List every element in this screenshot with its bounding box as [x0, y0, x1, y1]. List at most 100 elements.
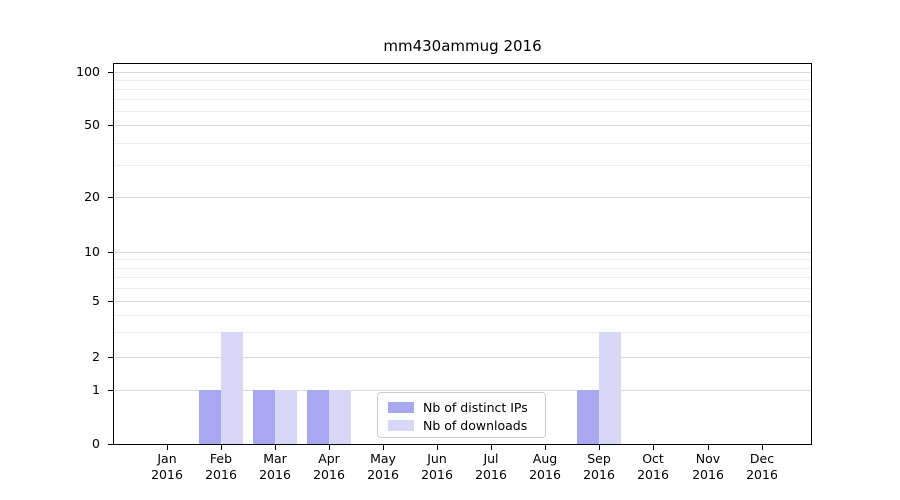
- x-tick-label: Nov 2016: [673, 451, 743, 483]
- y-tick-mark: [108, 301, 113, 302]
- x-tick-mark: [437, 445, 438, 450]
- x-tick-month: Jun: [427, 451, 447, 466]
- x-tick-month: Jul: [483, 451, 499, 466]
- x-tick-year: 2016: [583, 467, 615, 482]
- minor-gridline: [114, 332, 811, 333]
- bar-distinct-ips: [199, 390, 221, 444]
- y-tick-label: 100: [76, 64, 100, 79]
- minor-gridline: [114, 111, 811, 112]
- x-tick-label: Jul 2016: [456, 451, 526, 483]
- x-tick-month: Nov: [695, 451, 721, 466]
- x-tick-label: Sep 2016: [564, 451, 634, 483]
- x-tick-mark: [275, 445, 276, 450]
- bar-distinct-ips: [577, 390, 599, 444]
- bar-downloads: [599, 332, 621, 444]
- minor-gridline: [114, 277, 811, 278]
- x-tick-month: Apr: [318, 451, 340, 466]
- x-tick-mark: [221, 445, 222, 450]
- x-tick-mark: [653, 445, 654, 450]
- major-gridline: [114, 390, 811, 391]
- major-gridline: [114, 72, 811, 73]
- x-tick-month: Feb: [209, 451, 233, 466]
- legend: Nb of distinct IPs Nb of downloads: [377, 392, 546, 438]
- x-tick-mark: [491, 445, 492, 450]
- x-tick-year: 2016: [205, 467, 237, 482]
- x-tick-year: 2016: [692, 467, 724, 482]
- y-tick-mark: [108, 125, 113, 126]
- x-tick-year: 2016: [746, 467, 778, 482]
- y-tick-mark: [108, 357, 113, 358]
- minor-gridline: [114, 165, 811, 166]
- legend-label-distinct-ips: Nb of distinct IPs: [423, 400, 528, 415]
- minor-gridline: [114, 259, 811, 260]
- minor-gridline: [114, 268, 811, 269]
- minor-gridline: [114, 89, 811, 90]
- x-tick-label: May 2016: [348, 451, 418, 483]
- x-tick-mark: [708, 445, 709, 450]
- minor-gridline: [114, 315, 811, 316]
- y-tick-mark: [108, 72, 113, 73]
- x-tick-label: Dec 2016: [727, 451, 797, 483]
- x-tick-label: Oct 2016: [618, 451, 688, 483]
- major-gridline: [114, 252, 811, 253]
- minor-gridline: [114, 143, 811, 144]
- major-gridline: [114, 125, 811, 126]
- bar-downloads: [329, 390, 351, 444]
- minor-gridline: [114, 288, 811, 289]
- y-tick-label: 2: [92, 349, 100, 364]
- legend-label-downloads: Nb of downloads: [423, 418, 528, 433]
- x-tick-mark: [167, 445, 168, 450]
- bar-distinct-ips: [253, 390, 275, 444]
- y-tick-label: 5: [92, 293, 100, 308]
- x-tick-year: 2016: [475, 467, 507, 482]
- x-tick-label: Feb 2016: [186, 451, 256, 483]
- x-tick-mark: [545, 445, 546, 450]
- minor-gridline: [114, 80, 811, 81]
- x-tick-mark: [383, 445, 384, 450]
- bar-downloads: [275, 390, 297, 444]
- chart-title: mm430ammug 2016: [383, 37, 542, 55]
- x-tick-year: 2016: [529, 467, 561, 482]
- major-gridline: [114, 357, 811, 358]
- x-tick-year: 2016: [259, 467, 291, 482]
- x-tick-year: 2016: [367, 467, 399, 482]
- y-tick-label: 10: [84, 244, 100, 259]
- y-tick-mark: [108, 252, 113, 253]
- x-tick-month: Oct: [642, 451, 664, 466]
- plot-area: Nb of distinct IPs Nb of downloads: [113, 63, 812, 445]
- x-tick-label: Jan 2016: [132, 451, 202, 483]
- x-tick-month: Aug: [532, 451, 558, 466]
- x-tick-label: Aug 2016: [510, 451, 580, 483]
- x-tick-mark: [599, 445, 600, 450]
- y-tick-label: 20: [84, 189, 100, 204]
- legend-swatch-distinct-ips: [388, 402, 414, 413]
- x-tick-month: Dec: [749, 451, 775, 466]
- legend-swatch-downloads: [388, 420, 414, 431]
- x-tick-label: Mar 2016: [240, 451, 310, 483]
- x-tick-year: 2016: [421, 467, 453, 482]
- bar-distinct-ips: [307, 390, 329, 444]
- bar-downloads: [221, 332, 243, 444]
- x-tick-mark: [762, 445, 763, 450]
- x-tick-label: Apr 2016: [294, 451, 364, 483]
- x-tick-year: 2016: [313, 467, 345, 482]
- x-tick-year: 2016: [637, 467, 669, 482]
- x-tick-mark: [329, 445, 330, 450]
- minor-gridline: [114, 99, 811, 100]
- x-tick-month: May: [370, 451, 396, 466]
- x-tick-year: 2016: [151, 467, 183, 482]
- major-gridline: [114, 301, 811, 302]
- y-tick-label: 50: [84, 117, 100, 132]
- x-tick-month: Jan: [157, 451, 177, 466]
- legend-entry-downloads: Nb of downloads: [388, 417, 537, 434]
- x-tick-month: Sep: [587, 451, 611, 466]
- major-gridline: [114, 197, 811, 198]
- x-tick-label: Jun 2016: [402, 451, 472, 483]
- y-tick-label: 1: [92, 382, 100, 397]
- y-tick-mark: [108, 197, 113, 198]
- y-tick-label: 0: [92, 436, 100, 451]
- y-tick-mark: [108, 444, 113, 445]
- x-tick-month: Mar: [263, 451, 287, 466]
- legend-entry-distinct-ips: Nb of distinct IPs: [388, 399, 537, 416]
